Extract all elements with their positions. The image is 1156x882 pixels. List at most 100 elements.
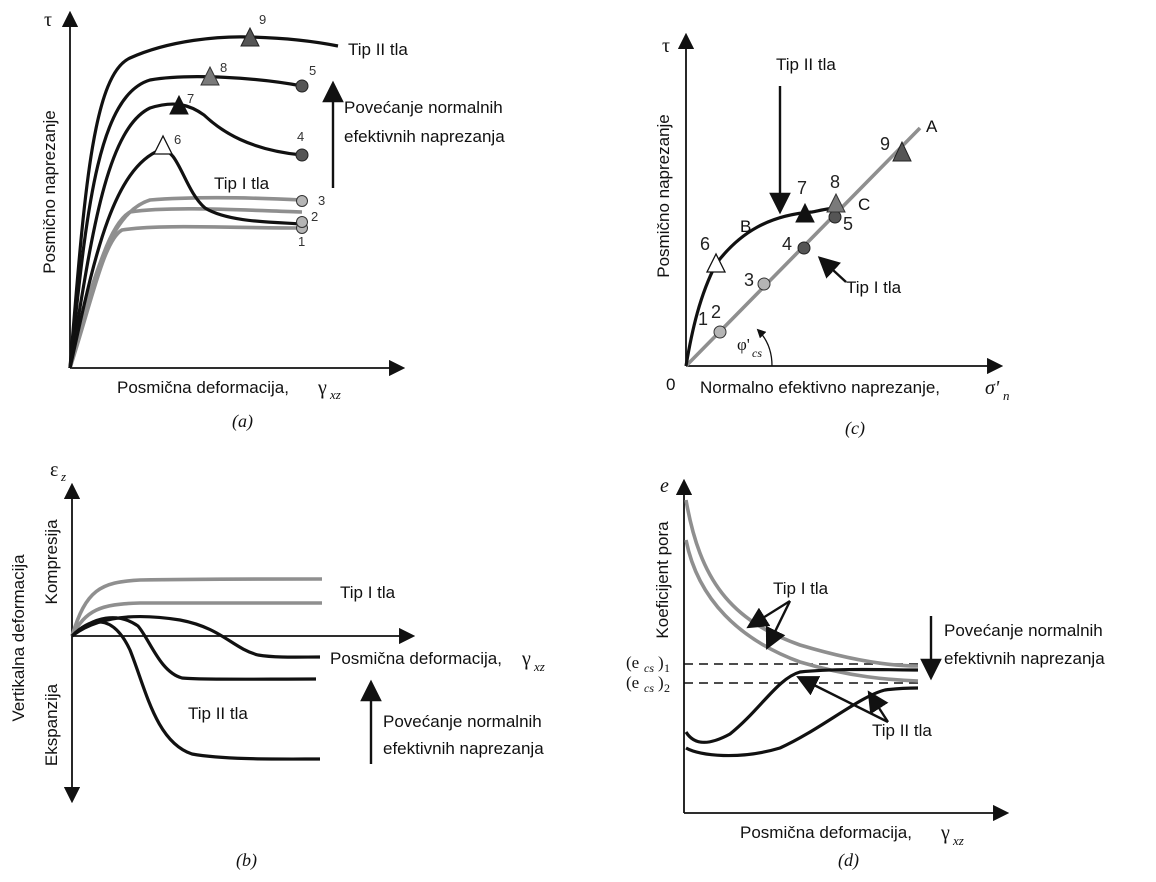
panel-c-y-symbol: τ	[662, 35, 670, 57]
panel-c-angle-symbol: φ'	[737, 335, 750, 354]
panel-d-y-label: Koeficijent pora	[653, 521, 672, 639]
panel-c-num-5: 5	[843, 214, 853, 234]
panel-b-y-symbol: ε	[50, 459, 58, 481]
panel-d-ecs2-close: )	[658, 673, 664, 692]
panel-c-origin: 0	[666, 375, 675, 394]
panel-d-type2-arrow-1	[796, 676, 889, 724]
panel-d-ecs1-close: )	[658, 653, 664, 672]
panel-c-marker-6	[705, 252, 727, 273]
panel-a-num-5: 5	[309, 63, 316, 78]
panel-a-curve-6	[68, 148, 303, 369]
panel-a-marker-8	[200, 65, 220, 86]
panel-b-arrow-text-1: Povećanje normalnih	[383, 712, 542, 731]
panel-c-label-b: B	[740, 217, 751, 236]
panel-d-arrow-text-1: Povećanje normalnih	[944, 621, 1103, 640]
panel-a-num-1: 1	[298, 234, 305, 249]
panel-a-curve-3	[68, 195, 303, 369]
panel-b-label-type1: Tip I tla	[340, 583, 396, 602]
panel-b-caption: (b)	[236, 850, 257, 871]
panel-c-label-type1: Tip I tla	[846, 278, 902, 297]
panel-a-curve-5	[68, 75, 303, 369]
panel-c-num-6: 6	[700, 234, 710, 254]
panel-c-angle-sub: cs	[752, 346, 762, 360]
panel-d-caption: (d)	[838, 850, 859, 871]
panel-c: τ Posmično naprezanje 0 Normalno efektiv…	[654, 32, 1010, 439]
panel-a-num-2: 2	[311, 209, 318, 224]
panel-c-num-3: 3	[744, 270, 754, 290]
panel-c-marker-7	[795, 202, 815, 223]
panel-c-marker-2	[713, 325, 727, 339]
panel-c-marker-5	[828, 210, 842, 224]
panel-b-x-symbol: γ	[521, 648, 531, 670]
panel-a-caption: (a)	[232, 411, 253, 432]
panel-d-arrow-text-2: efektivnih naprezanja	[944, 649, 1105, 668]
panel-c-caption: (c)	[845, 418, 865, 439]
panel-b-x-symbol-sub: xz	[533, 659, 545, 674]
panel-a-label-type1: Tip I tla	[214, 174, 270, 193]
panel-d-ecs2-index: 2	[664, 681, 670, 695]
panel-d-type2-arrow-2	[867, 690, 890, 723]
panel-c-marker-3	[757, 277, 771, 291]
panel-d-ecs2-sub: cs	[644, 681, 654, 695]
panel-a-curve-9	[68, 35, 339, 369]
panel-a-x-symbol-sub: xz	[329, 387, 341, 402]
panel-b-y-label: Vertikalna deformacija	[9, 554, 28, 722]
panel-c-num-4: 4	[782, 234, 792, 254]
panel-b-y-symbol-sub: z	[60, 469, 66, 484]
panel-a-marker-5	[295, 79, 309, 93]
panel-b-arrow-text-2: efektivnih naprezanja	[383, 739, 544, 758]
panel-a-x-label: Posmična deformacija,	[117, 378, 289, 397]
panel-b-curve-black-2	[70, 616, 317, 681]
panel-a-num-3: 3	[318, 193, 325, 208]
panel-a-marker-6	[152, 134, 174, 155]
panel-c-marker-4	[797, 241, 811, 255]
panel-b: ε z Vertikalna deformacija Kompresija Ek…	[9, 459, 545, 871]
panel-a-marker-2	[296, 216, 308, 228]
panel-c-num-8: 8	[830, 172, 840, 192]
panel-a-num-7: 7	[187, 91, 194, 106]
panel-d-label-type2: Tip II tla	[872, 721, 932, 740]
panel-c-x-label: Normalno efektivno naprezanje,	[700, 378, 940, 397]
panel-d-x-symbol: γ	[940, 822, 950, 844]
panel-b-curve-gray-2	[70, 601, 322, 637]
panel-a-num-6: 6	[174, 132, 181, 147]
panel-c-angle-arc	[756, 328, 773, 367]
panel-c-label-c: C	[858, 195, 870, 214]
panel-a-marker-3	[296, 195, 308, 207]
panel-d-curve-gray-1	[684, 499, 919, 668]
panel-c-label-a: A	[926, 117, 938, 136]
panel-c-y-label: Posmično naprezanje	[654, 114, 673, 277]
panel-c-num-2: 2	[711, 302, 721, 322]
panel-d-ecs2-label: (e	[626, 673, 639, 692]
panel-a-num-8: 8	[220, 60, 227, 75]
panel-b-compression-label: Kompresija	[42, 519, 61, 605]
panel-d-x-symbol-sub: xz	[952, 833, 964, 848]
panel-c-label-type2: Tip II tla	[776, 55, 836, 74]
panel-b-curve-black-1	[71, 614, 321, 659]
panel-c-x-symbol-sub: n	[1003, 388, 1010, 403]
panel-c-num-9: 9	[880, 134, 890, 154]
panel-b-expansion-label: Ekspanzija	[42, 683, 61, 766]
panel-c-num-7: 7	[797, 178, 807, 198]
panel-d: e Koeficijent pora (e cs ) 1 (e cs ) 2 T…	[626, 475, 1105, 871]
panel-d-ecs1-sub: cs	[644, 661, 654, 675]
panel-a-x-symbol: γ	[317, 377, 327, 399]
panel-c-type1-arrow	[817, 256, 847, 283]
panel-a-num-4: 4	[297, 129, 304, 144]
panel-a-marker-9	[240, 26, 260, 47]
panel-c-num-1: 1	[698, 309, 708, 329]
panel-d-ecs1-label: (e	[626, 653, 639, 672]
panel-a-label-type2: Tip II tla	[348, 40, 408, 59]
panel-d-type1-arrow-2	[765, 600, 792, 650]
panel-c-marker-8	[826, 192, 846, 213]
panel-a-marker-4	[295, 148, 309, 162]
panel-a-num-9: 9	[259, 12, 266, 27]
panel-a-arrow-text-2: efektivnih naprezanja	[344, 127, 505, 146]
panel-d-curve-gray-2	[684, 539, 919, 683]
panel-d-curve-black-2	[685, 686, 919, 758]
panel-d-y-symbol: e	[660, 475, 669, 497]
panel-a-marker-7	[169, 94, 189, 115]
panel-d-label-type1: Tip I tla	[773, 579, 829, 598]
panel-b-x-label: Posmična deformacija,	[330, 649, 502, 668]
